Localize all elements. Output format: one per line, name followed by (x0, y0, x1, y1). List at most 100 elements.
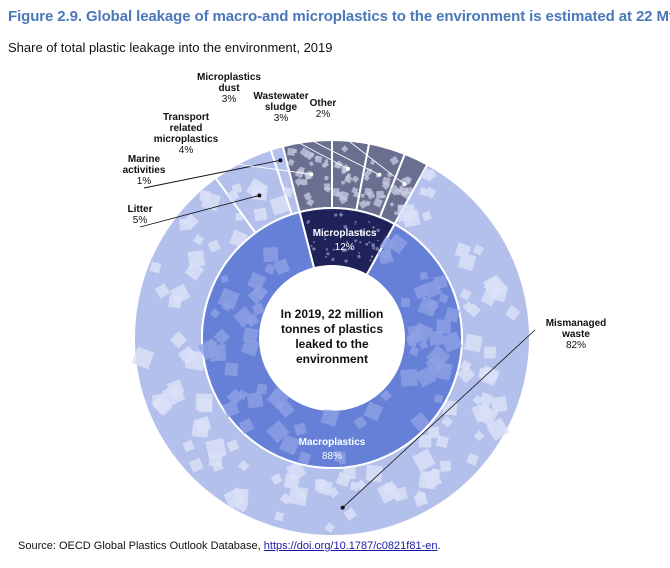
texture-square (372, 246, 376, 250)
texture-square (360, 230, 366, 236)
texture-square (266, 420, 290, 444)
texture-square (441, 415, 453, 428)
texture-square (366, 190, 376, 200)
texture-square (169, 283, 191, 305)
texture-square (244, 312, 260, 328)
callout-text: Transport related microplastics 4% (154, 112, 219, 156)
texture-square (247, 271, 267, 292)
texture-square (360, 193, 365, 198)
texture-square (269, 194, 290, 216)
callout-microplastics-dust: Microplastics dust 3% (197, 72, 350, 171)
callout-name: microplastics (154, 134, 219, 145)
texture-square (187, 250, 205, 268)
callout-dot (377, 172, 382, 177)
texture-square (402, 209, 421, 228)
texture-square (314, 155, 323, 164)
texture-square (433, 394, 444, 404)
texture-square (444, 306, 461, 323)
texture-square (246, 178, 268, 200)
texture-square (428, 330, 445, 347)
texture-square (354, 220, 357, 223)
center-label-line: environment (296, 352, 368, 366)
texture-square (373, 197, 383, 208)
center-label-line: tonnes of plastics (281, 322, 383, 336)
texture-square (306, 198, 315, 207)
texture-square (477, 367, 491, 380)
texture-square (389, 202, 395, 207)
source-link[interactable]: https://doi.org/10.1787/c0821f81-en (263, 540, 438, 552)
texture-square (376, 190, 384, 199)
center-label: In 2019, 22 million tonnes of plastics lea… (281, 307, 384, 366)
source-suffix: . (437, 540, 441, 552)
callout-dot (402, 182, 407, 187)
texture-square (213, 328, 231, 346)
callout-name: Litter (128, 204, 153, 215)
texture-square (439, 460, 452, 472)
texture-square (149, 261, 162, 274)
texture-mismanaged-waste (131, 167, 521, 534)
texture-square (381, 194, 387, 199)
texture-square (238, 417, 255, 434)
texture-square (372, 225, 375, 229)
texture-square (335, 471, 352, 488)
texture-square (365, 200, 371, 206)
texture-square (413, 492, 429, 508)
callout-text: Wastewater sludge 3% (253, 91, 308, 124)
texture-square (440, 331, 463, 353)
callout-litter: Litter 5% (128, 193, 262, 228)
texture-square (323, 237, 327, 241)
texture-square (211, 459, 224, 472)
callout-text: Litter 5% (128, 204, 153, 226)
texture-square (310, 245, 313, 248)
texture-square (371, 243, 375, 247)
texture-square (368, 221, 371, 224)
texture-square (400, 368, 418, 387)
texture-square (412, 448, 436, 472)
texture-square (154, 283, 171, 299)
callout-name: Mismanaged (546, 318, 607, 329)
texture-square (435, 435, 449, 449)
texture-square (466, 452, 480, 466)
texture-square (264, 263, 276, 275)
texture-square (382, 176, 391, 186)
texture-square (209, 308, 221, 319)
texture-square (471, 401, 493, 424)
texture-square (334, 213, 338, 217)
texture-square (370, 160, 375, 165)
texture-square (270, 473, 283, 485)
texture-square (207, 239, 221, 253)
center-label-line: In 2019, 22 million (281, 307, 384, 321)
texture-square (357, 254, 361, 259)
texture-square (331, 258, 335, 261)
texture-inner-macroplastics (198, 233, 463, 465)
texture-square (294, 177, 304, 187)
callout-name: Other (310, 98, 337, 109)
texture-square (311, 246, 317, 252)
texture-square (323, 161, 329, 167)
texture-square (326, 252, 330, 256)
texture-square (320, 407, 340, 427)
texture-square (505, 305, 521, 321)
texture-square (306, 222, 309, 225)
texture-square (273, 258, 291, 276)
texture-square (298, 166, 305, 174)
texture-square (389, 184, 401, 196)
texture-square (358, 252, 360, 254)
callout-name: Microplastics (197, 72, 261, 83)
texture-square (317, 231, 319, 234)
texture-square (131, 346, 155, 370)
texture-marine-activities (282, 186, 294, 198)
texture-square (205, 437, 227, 460)
texture-square (324, 522, 336, 534)
source-prefix: Source: OECD Global Plastics Outlook Dat… (18, 540, 264, 552)
texture-square (353, 415, 368, 430)
texture-square (324, 158, 329, 164)
texture-square (400, 298, 411, 308)
texture-square (285, 460, 307, 482)
texture-square (426, 344, 451, 370)
texture-square (369, 259, 372, 262)
texture-square (425, 169, 437, 181)
texture-square (425, 299, 439, 313)
callout-text: Mismanaged waste 82% (546, 318, 607, 351)
texture-square (368, 241, 371, 244)
